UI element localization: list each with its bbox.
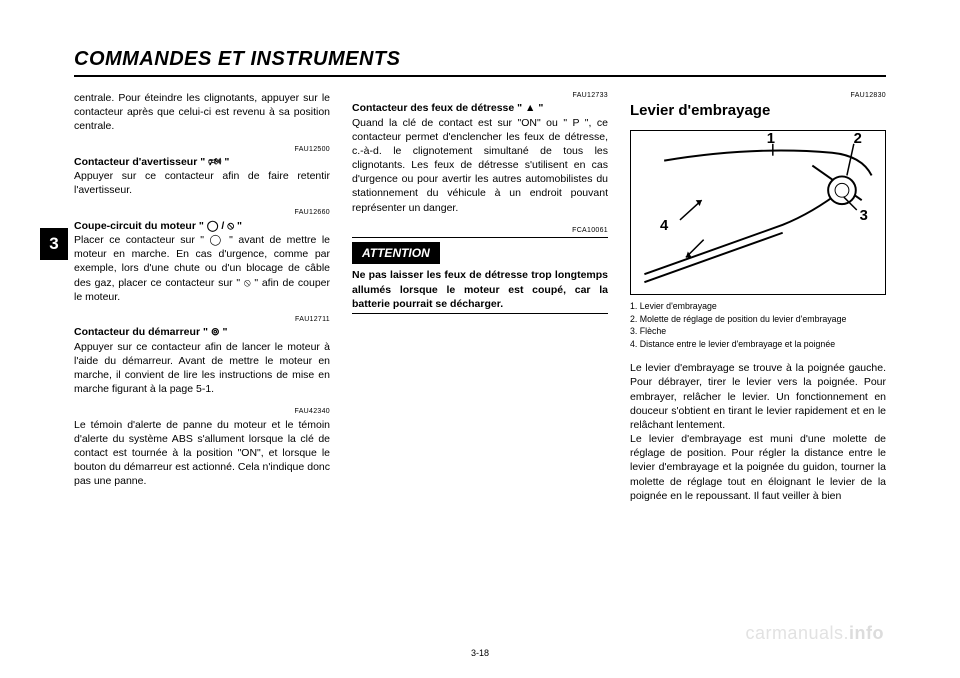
page-number: 3-18 (0, 648, 960, 658)
subhead-engine-cut: Coupe-circuit du moteur " ◯ / ⦸ " (74, 219, 330, 233)
watermark-text-a: carmanuals (745, 623, 843, 643)
ref-code: FAU12711 (74, 315, 330, 324)
content-columns: centrale. Pour éteindre les clignotants,… (74, 91, 886, 621)
subhead-horn: Contacteur d'avertisseur " 🕬 " (74, 155, 330, 169)
subhead-hazard: Contacteur des feux de détresse " ▲ " (352, 101, 608, 115)
svg-text:1: 1 (767, 131, 775, 147)
body-warning-light: Le témoin d'alerte de panne du moteur et… (74, 418, 330, 489)
attention-label: ATTENTION (352, 242, 440, 264)
body-hazard: Quand la clé de contact est sur "ON" ou … (352, 116, 608, 215)
page-header: COMMANDES ET INSTRUMENTS (74, 48, 886, 77)
column-3: FAU12830 Levier d'embrayage (630, 91, 886, 621)
caption-3: 3. Flèche (630, 326, 886, 338)
page: COMMANDES ET INSTRUMENTS 3 centrale. Pou… (0, 0, 960, 678)
attention-body: Ne pas laisser les feux de détresse trop… (352, 268, 608, 311)
caption-2: 2. Molette de réglage de position du lev… (630, 314, 886, 326)
column-1: centrale. Pour éteindre les clignotants,… (74, 91, 330, 621)
side-chapter-tab: 3 (40, 228, 68, 260)
ref-code: FAU12660 (74, 208, 330, 217)
watermark-text-b: info (849, 623, 884, 643)
svg-text:3: 3 (860, 208, 868, 224)
ref-code: FAU42340 (74, 407, 330, 416)
subhead-starter: Contacteur du démarreur " ⊚ " (74, 325, 330, 339)
body-horn: Appuyer sur ce contacteur afin de faire … (74, 169, 330, 197)
svg-text:2: 2 (854, 131, 862, 147)
section-title-clutch: Levier d'embrayage (630, 101, 886, 121)
body-clutch: Le levier d'embrayage se trouve à la poi… (630, 361, 886, 503)
figure-clutch-lever: 1 2 3 4 (630, 130, 886, 295)
figure-captions: 1. Levier d'embrayage 2. Molette de régl… (630, 301, 886, 352)
attention-rule-bottom (352, 313, 608, 314)
svg-text:4: 4 (660, 217, 669, 233)
ref-code: FCA10061 (352, 226, 608, 235)
caption-4: 4. Distance entre le levier d'embrayage … (630, 339, 886, 351)
watermark: carmanuals.info (745, 623, 884, 644)
body-starter: Appuyer sur ce contacteur afin de lancer… (74, 340, 330, 397)
attention-rule-top (352, 237, 608, 238)
caption-1: 1. Levier d'embrayage (630, 301, 886, 313)
header-title: COMMANDES ET INSTRUMENTS (74, 48, 886, 71)
ref-code: FAU12830 (630, 91, 886, 100)
col1-intro: centrale. Pour éteindre les clignotants,… (74, 91, 330, 134)
ref-code: FAU12500 (74, 145, 330, 154)
column-2: FAU12733 Contacteur des feux de détresse… (352, 91, 608, 621)
ref-code: FAU12733 (352, 91, 608, 100)
body-engine-cut: Placer ce contacteur sur " ◯ " avant de … (74, 233, 330, 304)
